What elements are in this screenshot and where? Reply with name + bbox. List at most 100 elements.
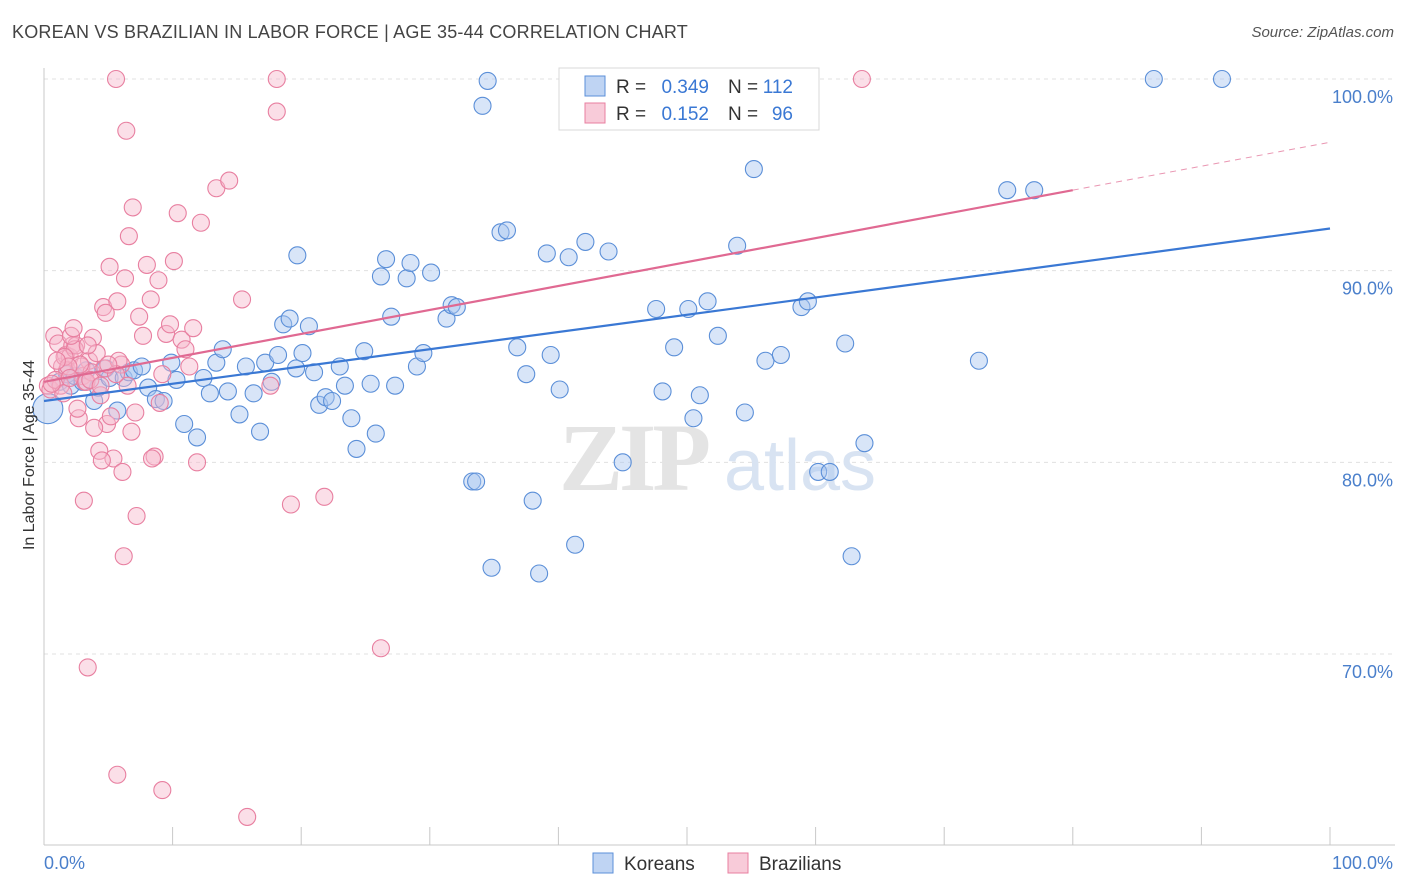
brazilian-point <box>85 418 104 437</box>
korean-point <box>175 414 194 434</box>
brazilian-point <box>220 171 239 190</box>
brazilian-point <box>100 257 119 276</box>
korean-point <box>690 386 709 405</box>
korean-point <box>361 374 380 393</box>
korean-point <box>467 472 486 491</box>
brazilian-point <box>101 407 120 426</box>
brazilian-point <box>187 453 207 472</box>
korean-point <box>386 376 405 395</box>
brazilian-point <box>141 290 160 309</box>
korean-point <box>728 236 747 255</box>
korean-point <box>482 558 501 577</box>
korean-point <box>323 391 342 411</box>
brazilian-point <box>104 449 123 468</box>
brazilian-point <box>42 374 61 393</box>
brazilian-trend-line <box>43 189 1074 383</box>
brazilian-point <box>145 447 164 466</box>
korean-point <box>473 96 492 115</box>
korean-point <box>250 422 270 441</box>
korean-point <box>665 338 684 357</box>
brazilian-point <box>137 255 156 274</box>
korean-point <box>653 382 672 401</box>
stats-n-label: N = <box>728 104 758 125</box>
korean-point <box>230 405 249 424</box>
korean-point <box>355 342 374 361</box>
korean-point <box>559 248 578 267</box>
data-points <box>32 69 1232 826</box>
chart-source: Source: ZipAtlas.com <box>1251 24 1394 41</box>
stats-r-label: R = <box>616 104 646 125</box>
brazilian-point <box>261 376 280 395</box>
y-axis-label: In Labor Force | Age 35-44 <box>21 360 38 550</box>
korean-point <box>708 326 727 345</box>
stats-n-value: 112 <box>763 77 793 98</box>
korean-point <box>397 269 416 288</box>
brazilian-point <box>92 451 111 470</box>
brazilian-point <box>108 765 127 784</box>
brazilian-point <box>168 204 187 223</box>
chart-title: KOREAN VS BRAZILIAN IN LABOR FORCE | AGE… <box>12 22 688 42</box>
korean-point <box>132 357 151 376</box>
korean-point <box>478 71 497 90</box>
brazilian-point <box>150 393 169 412</box>
korean-point <box>550 380 569 399</box>
brazilian-point <box>64 319 83 338</box>
x-tick-label: 100.0% <box>1332 853 1393 873</box>
brazilian-point <box>142 449 162 468</box>
korean-point <box>437 309 456 328</box>
stats-swatch <box>584 75 606 97</box>
korean-point <box>820 462 839 481</box>
korean-point <box>599 242 618 261</box>
brazilian-point <box>180 357 199 376</box>
brazilian-point <box>130 307 149 326</box>
korean-point <box>187 428 207 447</box>
brazilian-point <box>267 102 286 121</box>
brazilian-point <box>96 303 115 322</box>
legend-label-koreans: Koreans <box>624 854 695 875</box>
korean-point <box>1025 181 1044 200</box>
y-tick-label: 70.0% <box>1342 662 1393 682</box>
brazilian-point <box>114 547 133 566</box>
brazilian-point <box>109 351 128 370</box>
korean-point <box>299 317 318 336</box>
korean-point <box>855 434 874 453</box>
brazilian-point <box>69 409 88 428</box>
korean-point <box>576 232 595 251</box>
brazilian-point <box>371 639 390 658</box>
brazilian-point <box>126 403 145 422</box>
brazilian-point <box>149 271 168 290</box>
brazilian-point <box>59 357 78 376</box>
korean-point <box>293 344 312 363</box>
brazilian-point <box>176 340 195 359</box>
korean-point <box>497 221 517 240</box>
korean-point <box>771 345 790 365</box>
korean-point <box>335 376 354 395</box>
brazilian-trend-extension <box>1072 141 1331 191</box>
brazilian-point <box>117 121 136 140</box>
korean-trend-line <box>43 227 1331 403</box>
korean-point <box>347 439 366 458</box>
x-tick-labels: 0.0% 100.0% <box>44 853 1393 873</box>
brazilian-point <box>106 69 126 89</box>
korean-point <box>842 547 861 566</box>
korean-point <box>371 267 390 286</box>
korean-point <box>280 309 299 328</box>
brazilian-point <box>123 198 142 217</box>
brazilian-point <box>81 370 100 389</box>
brazilian-point <box>78 658 97 677</box>
korean-point <box>698 292 717 311</box>
korean-point <box>288 246 307 265</box>
korean-point <box>735 403 754 422</box>
watermark-zip: ZIP <box>559 404 708 511</box>
korean-point <box>530 564 549 583</box>
korean-point <box>377 250 396 269</box>
stats-r-label: R = <box>616 77 646 98</box>
brazilian-point <box>119 227 138 246</box>
y-tick-labels: 70.0% 80.0% 90.0% 100.0% <box>1332 87 1393 682</box>
brazilian-point <box>172 330 191 349</box>
korean-point <box>414 344 433 363</box>
brazilian-point <box>115 269 135 288</box>
korean-point <box>566 535 585 554</box>
brazilian-point <box>153 781 172 800</box>
